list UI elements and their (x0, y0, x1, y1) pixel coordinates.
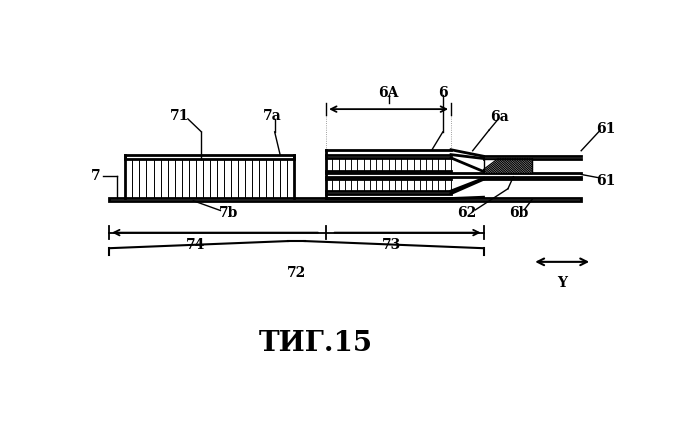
Text: ΤИГ.15: ΤИГ.15 (258, 330, 372, 357)
Text: 7: 7 (91, 169, 101, 183)
Bar (109, 197, 581, 201)
Text: 73: 73 (382, 238, 401, 252)
Text: 6b: 6b (509, 206, 528, 220)
Text: 62: 62 (458, 206, 477, 220)
Text: 7a: 7a (262, 108, 281, 123)
Text: 71: 71 (170, 108, 190, 123)
Text: 6: 6 (438, 86, 448, 100)
Text: 61: 61 (596, 122, 615, 135)
Text: 61: 61 (596, 173, 615, 188)
Text: 72: 72 (287, 266, 306, 280)
Bar (125, 154, 294, 159)
Text: 6a: 6a (491, 110, 509, 124)
Text: 74: 74 (186, 238, 206, 252)
Text: 7b: 7b (219, 206, 238, 220)
Text: 6A: 6A (379, 86, 399, 100)
Text: Y: Y (557, 276, 567, 290)
Bar (484, 159, 532, 173)
